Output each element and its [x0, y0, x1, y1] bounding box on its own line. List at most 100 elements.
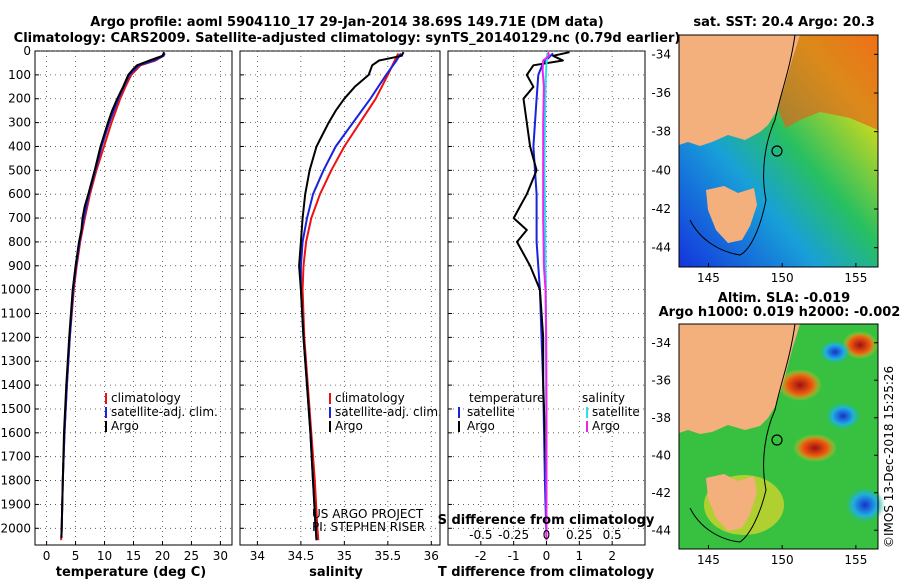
- sst-warm-patch: [779, 35, 878, 130]
- y-tick-label: 600: [8, 187, 31, 201]
- map-y-tick-label: -42: [651, 202, 671, 216]
- salinity-series: [298, 51, 405, 541]
- y-tick-label: 0: [23, 44, 31, 58]
- x-tick-label: 0: [43, 549, 51, 563]
- legend-swatch: [105, 421, 107, 432]
- map-x-tick-label: 150: [771, 271, 794, 285]
- temperature-xlabel: temperature (deg C): [56, 565, 206, 580]
- s-tick-label: -0.25: [498, 528, 529, 542]
- sla-mainland: [679, 324, 800, 434]
- legend-swatch: [329, 421, 331, 432]
- temperature-ticks: 0100200300400500600700800900100011001200…: [0, 44, 228, 563]
- temperature-plot-frame: [34, 50, 233, 546]
- y-tick-label: 700: [8, 211, 31, 225]
- sla-map-subtitle: Argo h1000: 0.019 h2000: -0.0026: [659, 305, 900, 320]
- x-tick-label: -2: [475, 549, 487, 563]
- map-y-tick-label: -38: [651, 411, 671, 425]
- series-line: [512, 51, 570, 541]
- salinity-panel: 34 34.5 35 35.5 36 climatologysatellite-adj.…: [239, 50, 442, 580]
- map-y-tick-label: -40: [651, 163, 671, 177]
- y-tick-label: 1100: [0, 307, 31, 321]
- map-y-tick-label: -34: [651, 336, 671, 350]
- y-tick-label: 200: [8, 92, 31, 106]
- sla-map-frame: [678, 323, 879, 550]
- sla-contour: [689, 323, 796, 543]
- legend-title: salinity: [582, 391, 625, 405]
- x-tick-label: 5: [72, 549, 80, 563]
- sst-map-title: sat. SST: 20.4 Argo: 20.3: [693, 15, 874, 30]
- s-tick-label: 0.25: [566, 528, 593, 542]
- x-tick-label: 2: [608, 549, 616, 563]
- x-tick-label: 35.5: [374, 549, 401, 563]
- y-tick-label: 1700: [0, 450, 31, 464]
- map-x-tick-label: 150: [771, 553, 794, 567]
- x-tick-label: 20: [155, 549, 170, 563]
- y-tick-label: 300: [8, 116, 31, 130]
- x-tick-label: 36: [424, 549, 439, 563]
- x-tick-label: 30: [213, 549, 228, 563]
- project-credit: US ARGO PROJECT: [312, 507, 424, 521]
- legend-label: satellite: [467, 405, 515, 419]
- sla-low-2: [825, 402, 861, 430]
- map-x-tick-label: 145: [697, 271, 720, 285]
- sst-contour: [689, 34, 796, 256]
- sla-low-3: [845, 487, 885, 523]
- sst-argo-marker: [771, 145, 783, 157]
- legend-label: satellite-adj. clim.: [111, 405, 218, 419]
- s-difference-label: S difference from climatology: [438, 513, 655, 528]
- map-y-tick-label: -36: [651, 373, 671, 387]
- x-tick-label: 34: [250, 549, 265, 563]
- legend-label: Argo: [467, 419, 495, 433]
- imos-stamp: ©IMOS 13-Dec-2018 15:25:26: [882, 366, 896, 548]
- sst-map-panel: sat. SST: 20.4 Argo: 20.3 145 150 155 -34 -3…: [651, 15, 879, 285]
- x-tick-label: 0: [543, 549, 551, 563]
- s-difference-ticks: -0.5 -0.25 0 0.25 0.5: [469, 528, 622, 542]
- y-tick-label: 1500: [0, 402, 31, 416]
- y-tick-label: 1600: [0, 426, 31, 440]
- sla-map-panel: Altim. SLA: -0.019 Argo h1000: 0.019 h20…: [651, 291, 900, 567]
- y-tick-label: 100: [8, 68, 31, 82]
- legend-label: Argo: [592, 419, 620, 433]
- s-tick-label: -0.5: [469, 528, 492, 542]
- map-y-tick-label: -34: [651, 47, 671, 61]
- map-y-tick-label: -38: [651, 125, 671, 139]
- difference-panel: -2 -1 0 1 2 temperaturesatelliteArgosalinity…: [438, 50, 655, 580]
- y-tick-label: 400: [8, 139, 31, 153]
- salinity-ticks: 34 34.5 35 35.5 36: [240, 50, 439, 563]
- y-tick-label: 900: [8, 259, 31, 273]
- sla-tasmania: [706, 474, 757, 531]
- s-tick-label: 0: [543, 528, 551, 542]
- x-tick-label: 25: [184, 549, 199, 563]
- sst-tasmania: [706, 186, 757, 243]
- map-y-tick-label: -36: [651, 86, 671, 100]
- x-tick-label: 15: [126, 549, 141, 563]
- temperature-panel: 0100200300400500600700800900100011001200…: [0, 44, 233, 580]
- legend-swatch: [458, 407, 460, 418]
- legend-swatch: [105, 407, 107, 418]
- legend-label: satellite: [592, 405, 640, 419]
- y-tick-label: 1900: [0, 497, 31, 511]
- legend-swatch: [105, 393, 107, 404]
- figure-title-line2: Climatology: CARS2009. Satellite-adjuste…: [14, 31, 681, 46]
- y-tick-label: 800: [8, 235, 31, 249]
- salinity-plot-frame: [239, 50, 441, 546]
- legend-label: Argo: [111, 419, 139, 433]
- legend-swatch: [329, 393, 331, 404]
- map-y-tick-label: -44: [651, 523, 671, 537]
- difference-ticks: -2 -1 0 1 2: [448, 50, 616, 563]
- legend-label: Argo: [335, 419, 363, 433]
- y-tick-label: 2000: [0, 521, 31, 535]
- sla-map-ticks: 145 150 155 -34 -36 -38 -40 -42 -44: [651, 336, 878, 567]
- map-y-tick-label: -44: [651, 241, 671, 255]
- series-line: [301, 52, 400, 541]
- difference-legend: temperaturesatelliteArgosalinitysatellit…: [458, 391, 640, 433]
- series-line: [298, 51, 405, 541]
- legend-title: temperature: [469, 391, 544, 405]
- y-tick-label: 1000: [0, 283, 31, 297]
- salinity-xlabel: salinity: [309, 565, 363, 580]
- figure-title-line1: Argo profile: aoml 5904110_17 29-Jan-201…: [90, 15, 603, 30]
- legend-swatch: [329, 407, 331, 418]
- map-y-tick-label: -40: [651, 448, 671, 462]
